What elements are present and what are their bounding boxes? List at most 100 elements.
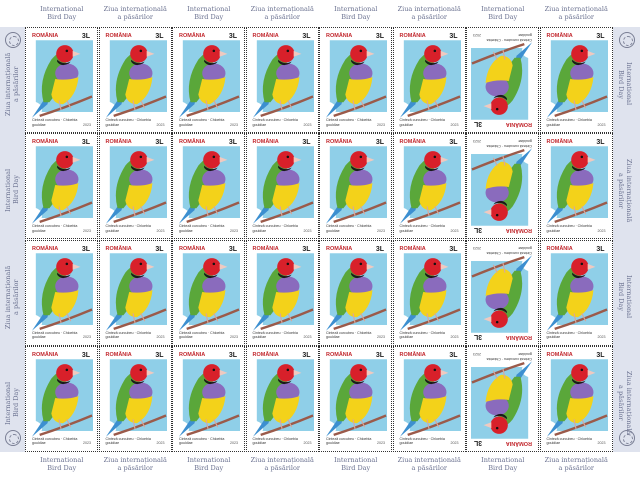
stamp-year: 2023	[83, 441, 91, 446]
stamp-caption: Cinteză curcubeu · Chloebia gouldiae	[105, 224, 155, 234]
stamp-caption: Cinteză curcubeu · Chloebia gouldiae	[105, 118, 155, 127]
stamp-year: 2023	[473, 245, 481, 250]
margin-text-top: Ziua internațională a păsărilor	[544, 5, 608, 21]
stamp: ROMÂNIA 3L Cinteză curcubeu · Chloebia gou…	[172, 345, 245, 452]
gouldian-finch-illustration	[103, 252, 167, 331]
stamp-value: 3L	[375, 139, 384, 147]
stamp-value: 3L	[596, 33, 605, 40]
stamp-caption: Cinteză curcubeu · Chloebia gouldiae	[105, 436, 155, 446]
stamp: ROMÂNIA 3L Cinteză curcubeu · Chloebia gou…	[466, 27, 539, 133]
stamp-country: ROMÂNIA	[105, 139, 132, 146]
stamp-value: 3L	[474, 438, 483, 446]
gouldian-finch-illustration	[103, 40, 167, 118]
stamp-country: ROMÂNIA	[546, 245, 573, 252]
stamp-country: ROMÂNIA	[399, 351, 426, 358]
stamp-year: 2023	[597, 122, 606, 127]
stamp-caption: Cinteză curcubeu · Chloebia gouldiae	[179, 224, 228, 234]
stamp-year: 2023	[303, 441, 312, 446]
stamp: ROMÂNIA 3L Cinteză curcubeu · Chloebia gou…	[539, 239, 613, 346]
stamp-country: ROMÂNIA	[105, 245, 132, 252]
stamp: ROMÂNIA 3L Cinteză curcubeu · Chloebia gou…	[245, 239, 319, 346]
stamp: ROMÂNIA 3L Cinteză curcubeu · Chloebia gou…	[25, 239, 98, 346]
stamp-country: ROMÂNIA	[105, 351, 132, 358]
stamp: ROMÂNIA 3L Cinteză curcubeu · Chloebia gou…	[98, 239, 172, 346]
gouldian-finch-illustration	[177, 252, 240, 331]
stamp-country: ROMÂNIA	[32, 33, 59, 39]
stamp-caption: Cinteză curcubeu · Chloebia gouldiae	[179, 436, 228, 446]
stamp-caption: Cinteză curcubeu · Chloebia gouldiae	[105, 330, 155, 340]
stamp-design: ROMÂNIA 3L Cinteză curcubeu · Chloebia gou…	[544, 244, 608, 341]
stamp-year: 2023	[83, 122, 91, 127]
stamp: ROMÂNIA 3L Cinteză curcubeu · Chloebia gou…	[245, 345, 319, 452]
stamp-year: 2023	[377, 122, 385, 127]
stamp-year: 2023	[473, 33, 481, 38]
stamp-country: ROMÂNIA	[546, 351, 573, 358]
stamp-year: 2023	[450, 335, 459, 340]
stamp: ROMÂNIA 3L Cinteză curcubeu · Chloebia gou…	[319, 133, 392, 240]
stamp-value: 3L	[81, 351, 90, 359]
stamp-country: ROMÂNIA	[505, 227, 532, 234]
margin-text-left: International Bird Day	[4, 381, 20, 425]
stamp-caption: Cinteză curcubeu · Chloebia gouldiae	[179, 118, 228, 127]
gouldian-finch-illustration	[471, 42, 534, 120]
stamp-year: 2023	[450, 122, 459, 127]
stamp-year: 2023	[230, 122, 238, 127]
stamp-caption: Cinteză curcubeu · Chloebia gouldiae	[399, 436, 449, 446]
gouldian-finch-illustration	[324, 252, 387, 331]
stamp-design: ROMÂNIA 3L Cinteză curcubeu · Chloebia gou…	[544, 350, 608, 447]
gouldian-finch-illustration	[103, 359, 167, 437]
stamp-year: 2023	[597, 228, 606, 233]
stamp-design: ROMÂNIA 3L Cinteză curcubeu · Chloebia gou…	[103, 244, 167, 341]
stamp-caption: Cinteză curcubeu · Chloebia gouldiae	[483, 33, 532, 42]
stamp-design: ROMÂNIA 3L Cinteză curcubeu · Chloebia gou…	[177, 244, 240, 341]
stamp-design: ROMÂNIA 3L Cinteză curcubeu · Chloebia gou…	[471, 244, 534, 341]
stamp-value: 3L	[81, 33, 90, 40]
first-day-postmark	[5, 430, 21, 446]
gouldian-finch-illustration	[177, 40, 240, 118]
stamp: ROMÂNIA 3L Cinteză curcubeu · Chloebia gou…	[172, 133, 245, 240]
stamp-caption: Cinteză curcubeu · Chloebia gouldiae	[399, 224, 449, 234]
stamp-caption: Cinteză curcubeu · Chloebia gouldiae	[32, 118, 81, 127]
stamp-design: ROMÂNIA 3L Cinteză curcubeu · Chloebia gou…	[544, 32, 608, 128]
stamp-value: 3L	[302, 33, 311, 40]
stamp-design: ROMÂNIA 3L Cinteză curcubeu · Chloebia gou…	[177, 32, 240, 128]
stamp-year: 2023	[156, 122, 165, 127]
margin-text-left: Ziua internațională a păsărilor	[4, 52, 20, 116]
stamp-design: ROMÂNIA 3L Cinteză curcubeu · Chloebia gou…	[471, 138, 534, 235]
stamp-year: 2023	[156, 228, 165, 233]
stamp-value: 3L	[449, 33, 458, 40]
first-day-postmark	[619, 32, 635, 48]
stamp-value: 3L	[155, 139, 164, 147]
gouldian-finch-illustration	[397, 146, 461, 225]
stamp-design: ROMÂNIA 3L Cinteză curcubeu · Chloebia gou…	[30, 350, 93, 447]
stamp-country: ROMÂNIA	[326, 245, 353, 252]
gouldian-finch-illustration	[250, 359, 314, 437]
gouldian-finch-illustration	[324, 146, 387, 225]
margin-text-bottom: Ziua internațională a păsărilor	[397, 456, 461, 472]
stamp-design: ROMÂNIA 3L Cinteză curcubeu · Chloebia gou…	[103, 32, 167, 128]
stamp-design: ROMÂNIA 3L Cinteză curcubeu · Chloebia gou…	[250, 350, 314, 447]
first-day-postmark	[619, 430, 635, 446]
first-day-postmark	[5, 32, 21, 48]
stamp-value: 3L	[449, 139, 458, 147]
stamp-caption: Cinteză curcubeu · Chloebia gouldiae	[252, 118, 302, 127]
stamp-design: ROMÂNIA 3L Cinteză curcubeu · Chloebia gou…	[103, 350, 167, 447]
stamp-design: ROMÂNIA 3L Cinteză curcubeu · Chloebia gou…	[250, 138, 314, 235]
stamp-value: 3L	[302, 245, 311, 253]
margin-text-top: Ziua internațională a păsărilor	[397, 5, 461, 21]
left-margin	[0, 27, 25, 452]
stamp-design: ROMÂNIA 3L Cinteză curcubeu · Chloebia gou…	[324, 244, 387, 341]
stamp-country: ROMÂNIA	[32, 245, 59, 252]
gouldian-finch-illustration	[250, 252, 314, 331]
gouldian-finch-illustration	[250, 146, 314, 225]
stamp-year: 2023	[303, 335, 312, 340]
stamp-year: 2023	[473, 139, 481, 144]
stamp-value: 3L	[155, 351, 164, 359]
stamp-caption: Cinteză curcubeu · Chloebia gouldiae	[252, 224, 302, 234]
stamp-caption: Cinteză curcubeu · Chloebia gouldiae	[326, 436, 375, 446]
stamp-year: 2023	[83, 228, 91, 233]
stamp-country: ROMÂNIA	[505, 439, 532, 446]
stamp: ROMÂNIA 3L Cinteză curcubeu · Chloebia gou…	[319, 345, 392, 452]
stamp-value: 3L	[155, 33, 164, 40]
stamp-value: 3L	[81, 139, 90, 147]
